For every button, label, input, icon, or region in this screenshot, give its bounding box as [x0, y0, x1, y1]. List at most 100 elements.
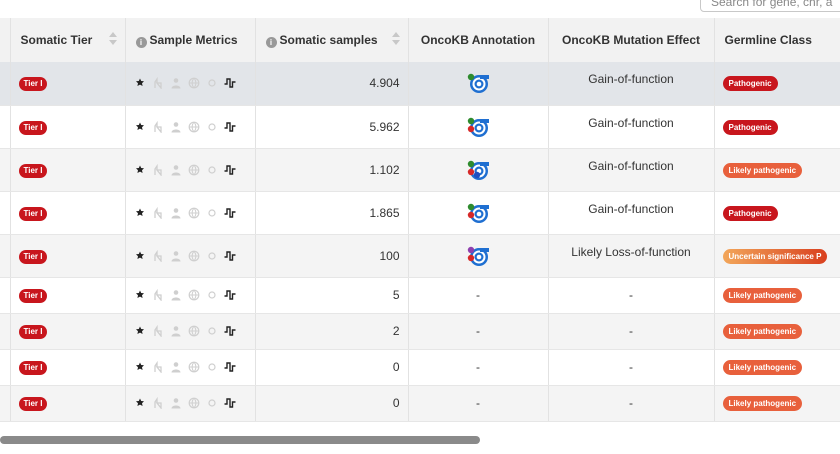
globe-icon[interactable] — [188, 164, 200, 176]
mutation-effect-cell: - — [548, 313, 715, 350]
search-input[interactable]: Search for gene, chr, a — [700, 0, 840, 12]
column-header-label: Sample Metrics — [149, 32, 238, 47]
oncokb-target-icon[interactable] — [466, 203, 490, 223]
circle-icon[interactable] — [206, 77, 218, 89]
waveform-icon[interactable] — [224, 121, 236, 133]
germline-class-badge: Pathogenic — [722, 205, 778, 221]
globe-icon[interactable] — [188, 325, 200, 337]
table-row[interactable]: Tier I 100 Likely Loss-of-function Uncertai… — [0, 234, 840, 278]
paw-icon[interactable] — [134, 325, 146, 337]
paw-icon[interactable] — [134, 164, 146, 176]
oncokb-target-icon[interactable] — [466, 246, 490, 266]
sample-hand-icon[interactable] — [152, 325, 164, 337]
sample-metrics-cell — [125, 349, 256, 386]
column-header-germline-class[interactable]: Germline Class — [714, 18, 840, 62]
globe-icon[interactable] — [188, 361, 200, 373]
waveform-icon[interactable] — [224, 207, 236, 219]
row-edge-cell — [0, 148, 11, 192]
waveform-icon[interactable] — [224, 325, 236, 337]
column-header-sample-metrics[interactable]: i Sample Metrics — [125, 18, 256, 62]
waveform-icon[interactable] — [224, 289, 236, 301]
table-row[interactable]: Tier I 4.904 Gain-of-function Pathogenic — [0, 62, 840, 106]
person-icon[interactable] — [170, 361, 182, 373]
circle-icon[interactable] — [206, 397, 218, 409]
table-row[interactable]: Tier I 5.962 Gain-of-function Pathogenic — [0, 105, 840, 149]
sort-icon[interactable] — [391, 31, 400, 47]
table-row[interactable]: Tier I 1.102 Gain-of-function Likely pathog… — [0, 148, 840, 192]
sample-metrics-cell — [125, 277, 256, 314]
globe-icon[interactable] — [188, 207, 200, 219]
sample-hand-icon[interactable] — [152, 77, 164, 90]
table-row[interactable]: Tier I 0- - Likely pathogenic — [0, 385, 840, 422]
sort-icon[interactable] — [108, 31, 117, 47]
somatic-samples-cell: 5.962 — [255, 105, 409, 149]
person-icon[interactable] — [170, 207, 182, 219]
table-row[interactable]: Tier I 1.865 Gain-of-function Pathogenic — [0, 191, 840, 235]
somatic-tier-cell: Tier I — [10, 385, 126, 422]
waveform-icon[interactable] — [224, 250, 236, 262]
sample-hand-icon[interactable] — [152, 206, 164, 219]
paw-icon[interactable] — [134, 289, 146, 301]
person-icon[interactable] — [170, 250, 182, 262]
oncokb-annotation-cell: - — [408, 385, 549, 422]
paw-icon[interactable] — [134, 121, 146, 133]
somatic-tier-cell: Tier I — [10, 277, 126, 314]
circle-icon[interactable] — [206, 361, 218, 373]
column-header-oncokb-mutation-effect[interactable]: OncoKB Mutation Effect — [548, 18, 715, 62]
paw-icon[interactable] — [134, 361, 146, 373]
somatic-tier-cell: Tier I — [10, 148, 126, 192]
person-icon[interactable] — [170, 289, 182, 301]
column-header-label: OncoKB Mutation Effect — [562, 33, 700, 47]
person-icon[interactable] — [170, 121, 182, 133]
person-icon[interactable] — [170, 164, 182, 176]
waveform-icon[interactable] — [224, 77, 236, 89]
globe-icon[interactable] — [188, 289, 200, 301]
person-icon[interactable] — [170, 397, 182, 409]
person-icon[interactable] — [170, 325, 182, 337]
waveform-icon[interactable] — [224, 164, 236, 176]
mutation-effect-cell: Gain-of-function — [548, 191, 715, 235]
sample-metrics-cell — [125, 105, 256, 149]
tier-badge: Tier I — [18, 325, 48, 339]
paw-icon[interactable] — [134, 250, 146, 262]
somatic-tier-cell: Tier I — [10, 105, 126, 149]
circle-icon[interactable] — [206, 289, 218, 301]
table-row[interactable]: Tier I 5- - Likely pathogenic — [0, 277, 840, 314]
mutation-effect-cell: - — [548, 277, 715, 314]
sample-metrics-icons — [134, 163, 247, 176]
sample-metrics-cell — [125, 148, 256, 192]
waveform-icon[interactable] — [224, 361, 236, 373]
sample-hand-icon[interactable] — [152, 163, 164, 176]
oncokb-target-icon[interactable] — [466, 117, 490, 137]
globe-icon[interactable] — [188, 77, 200, 89]
sample-hand-icon[interactable] — [152, 249, 164, 262]
globe-icon[interactable] — [188, 121, 200, 133]
oncokb-annotation-value: - — [476, 360, 480, 374]
circle-icon[interactable] — [206, 325, 218, 337]
paw-icon[interactable] — [134, 207, 146, 219]
paw-icon[interactable] — [134, 397, 146, 409]
column-header-oncokb-annotation[interactable]: OncoKB Annotation — [408, 18, 549, 62]
horizontal-scrollbar-thumb[interactable] — [0, 436, 480, 444]
sample-hand-icon[interactable] — [152, 120, 164, 133]
globe-icon[interactable] — [188, 397, 200, 409]
oncokb-annotation-cell — [408, 191, 549, 235]
circle-icon[interactable] — [206, 121, 218, 133]
sample-metrics-icons — [134, 120, 247, 133]
table-row[interactable]: Tier I 2- - Likely pathogenic — [0, 313, 840, 350]
column-header-somatic-tier[interactable]: Somatic Tier — [10, 18, 126, 62]
table-row[interactable]: Tier I 0- - Likely pathogenic — [0, 349, 840, 386]
circle-icon[interactable] — [206, 250, 218, 262]
sample-hand-icon[interactable] — [152, 289, 164, 301]
circle-icon[interactable] — [206, 207, 218, 219]
globe-icon[interactable] — [188, 250, 200, 262]
sample-hand-icon[interactable] — [152, 397, 164, 409]
oncokb-target-icon[interactable] — [466, 74, 490, 94]
paw-icon[interactable] — [134, 77, 146, 89]
column-header-somatic-samples[interactable]: i Somatic samples — [255, 18, 409, 62]
oncokb-target-icon[interactable] — [466, 160, 490, 180]
circle-icon[interactable] — [206, 164, 218, 176]
sample-hand-icon[interactable] — [152, 361, 164, 373]
waveform-icon[interactable] — [224, 397, 236, 409]
person-icon[interactable] — [170, 77, 182, 89]
